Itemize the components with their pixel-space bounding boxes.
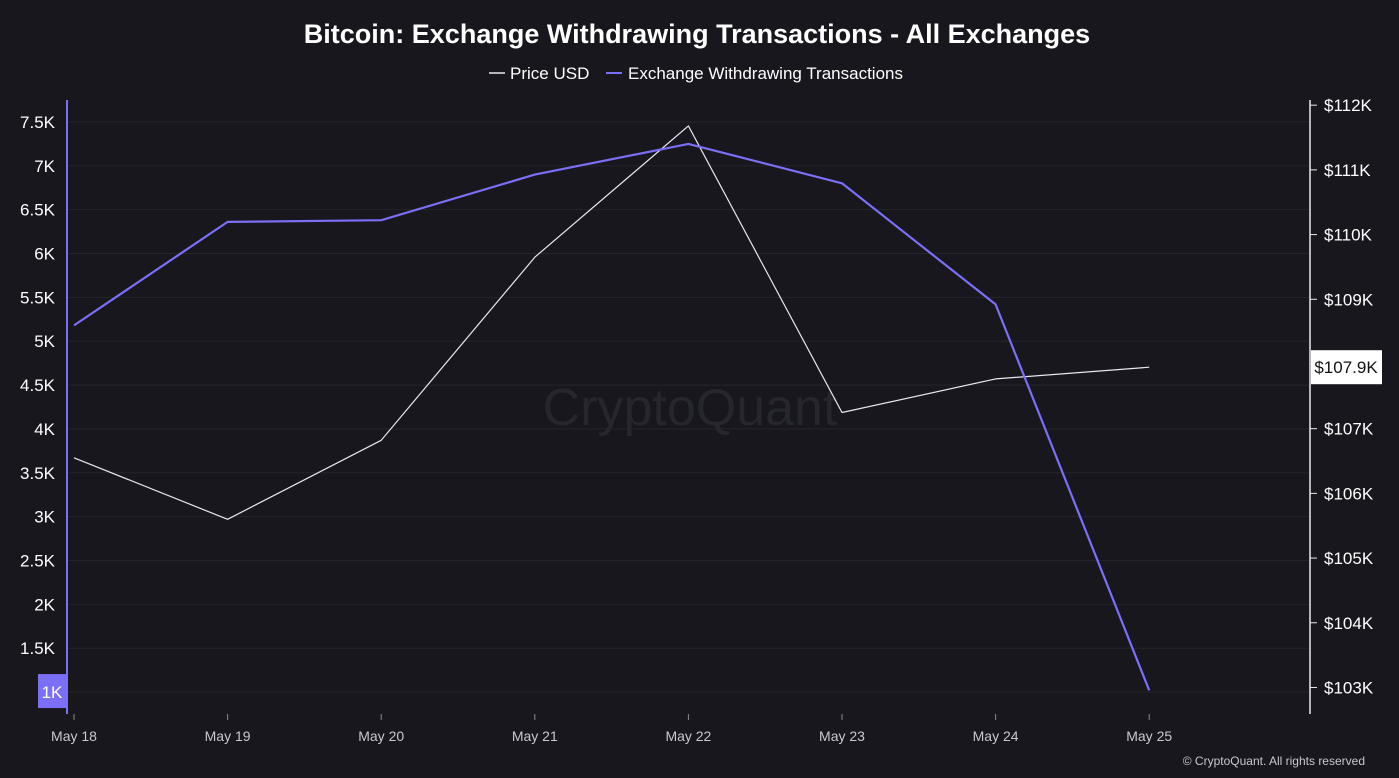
axis-badges: 1K $107.9K (38, 350, 1382, 709)
axes (66, 100, 1311, 714)
left-tick-label: 5K (34, 332, 55, 351)
x-tick-label: May 19 (205, 728, 251, 744)
left-tick-label: 7.5K (20, 113, 56, 132)
right-tick-label: $105K (1324, 549, 1374, 568)
left-axis-current-label: 1K (42, 683, 63, 702)
series (73, 125, 1151, 691)
right-tick-label: $103K (1324, 678, 1374, 697)
x-tick-label: May 22 (665, 728, 711, 744)
legend-item-price[interactable]: Price USD (489, 64, 589, 83)
x-tick-label: May 21 (512, 728, 558, 744)
x-tick-label: May 18 (51, 728, 97, 744)
left-tick-label: 7K (34, 157, 55, 176)
legend-label-price: Price USD (510, 64, 589, 83)
ticks: 1.5K 2K 2.5K 3K 3.5K 4K 4.5K 5K 5.5K 6K 6.5K 7K 7.5K… (20, 96, 1374, 744)
right-tick-label: $109K (1324, 290, 1374, 309)
x-tick-label: May 23 (819, 728, 865, 744)
left-tick-label: 2.5K (20, 552, 56, 571)
legend-label-transactions: Exchange Withdrawing Transactions (628, 64, 903, 83)
right-tick-label: $111K (1324, 161, 1371, 180)
left-tick-label: 4.5K (20, 376, 56, 395)
x-tick-label: May 24 (973, 728, 1019, 744)
legend-item-transactions[interactable]: Exchange Withdrawing Transactions (606, 64, 903, 83)
series-line-transactions (73, 142, 1151, 691)
left-tick-label: 3.5K (20, 464, 56, 483)
chart-title: Bitcoin: Exchange Withdrawing Transactio… (304, 19, 1090, 49)
copyright: © CryptoQuant. All rights reserved (1183, 754, 1365, 768)
legend: Price USD Exchange Withdrawing Transacti… (489, 64, 903, 83)
left-axis-current-badge (38, 674, 67, 709)
right-axis-current-label: $107.9K (1314, 358, 1378, 377)
grid (67, 121, 1310, 693)
left-tick-label: 3K (34, 508, 55, 527)
x-tick-label: May 20 (358, 728, 404, 744)
left-tick-label: 5.5K (20, 288, 56, 307)
right-tick-label: $107K (1324, 420, 1374, 439)
right-tick-label: $112K (1324, 96, 1373, 115)
series-line-price (73, 125, 1150, 520)
watermark: CryptoQuant (543, 379, 838, 437)
right-axis-current-badge (1311, 350, 1382, 385)
left-tick-label: 4K (34, 420, 55, 439)
right-tick-label: $104K (1324, 614, 1374, 633)
x-tick-label: May 25 (1126, 728, 1172, 744)
left-tick-label: 6.5K (20, 201, 56, 220)
left-tick-label: 1.5K (20, 639, 56, 658)
left-tick-label: 6K (34, 245, 55, 264)
right-tick-label: $110K (1324, 226, 1373, 245)
left-tick-label: 2K (34, 595, 55, 614)
right-tick-label: $106K (1324, 484, 1374, 503)
